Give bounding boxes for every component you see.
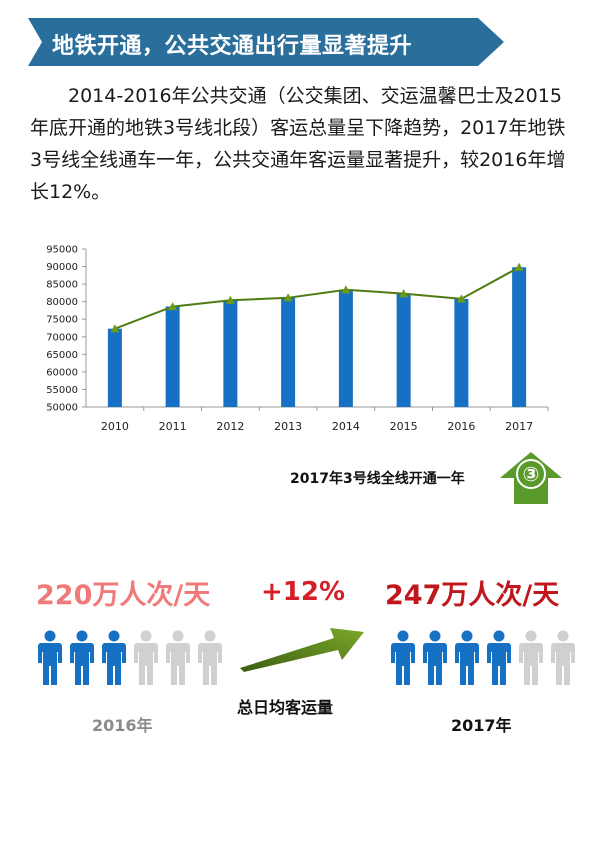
trend-marker-2015 — [399, 289, 409, 298]
person-icon-filled — [422, 630, 448, 690]
annotation-label: 2017年3号线全线开通一年 — [290, 471, 465, 487]
y-tick-label: 70000 — [46, 332, 78, 343]
y-tick-label: 90000 — [46, 262, 78, 273]
bar-2015 — [396, 293, 411, 407]
x-tick-label: 2014 — [332, 420, 360, 433]
x-tick-label: 2013 — [274, 420, 302, 433]
person-icon-empty — [550, 630, 576, 690]
bar-2012 — [223, 300, 238, 407]
person-icon-empty — [133, 630, 159, 690]
badge-number: ③ — [523, 462, 540, 486]
people-icons-2017 — [390, 630, 576, 690]
intro-paragraph: 2014-2016年公共交通（公交集团、交运温馨巴士及2015年底开通的地铁3号… — [30, 85, 566, 203]
trend-line-series — [110, 262, 524, 333]
person-icon-empty — [165, 630, 191, 690]
bar-2014 — [338, 289, 353, 407]
trend-marker-2013 — [283, 293, 293, 302]
person-icon-filled — [69, 630, 95, 690]
bar-2017 — [512, 267, 527, 407]
daily-ridership-2016: 220万人次/天 — [36, 580, 211, 611]
person-icon-filled — [454, 630, 480, 690]
trend-marker-2016 — [456, 294, 466, 303]
year-label-2016: 2016年 — [92, 716, 153, 735]
y-tick-label: 75000 — [46, 315, 78, 326]
y-tick-label: 55000 — [46, 385, 78, 396]
trend-marker-2010 — [110, 324, 120, 333]
x-tick-label: 2016 — [447, 420, 475, 433]
up-arrow-badge: ③ — [500, 452, 562, 504]
x-tick-label: 2015 — [390, 420, 418, 433]
x-tick-label: 2012 — [216, 420, 244, 433]
x-tick-label: 2017 — [505, 420, 533, 433]
bar-2013 — [281, 297, 296, 407]
people-icons-2016 — [37, 630, 223, 690]
x-tick-label: 2011 — [159, 420, 187, 433]
x-axis: 2010 2011 2012 2013 2014 2015 2016 2017 — [86, 406, 549, 433]
growth-percentage: +12% — [261, 577, 346, 607]
bar-2016 — [454, 298, 469, 407]
bar-2011 — [165, 306, 180, 407]
y-axis: 95000 90000 85000 80000 75000 70000 65000 60000… — [46, 245, 87, 414]
trend-marker-2017 — [514, 262, 524, 271]
y-tick-label: 85000 — [46, 280, 78, 291]
y-tick-label: 60000 — [46, 367, 78, 378]
trend-marker-2014 — [341, 285, 351, 294]
y-tick-label: 50000 — [46, 403, 78, 414]
trend-marker-2012 — [225, 295, 235, 304]
metric-label: 总日均客运量 — [237, 698, 334, 717]
section-title: 地铁开通，公共交通出行量显著提升 — [52, 34, 413, 59]
person-icon-empty — [518, 630, 544, 690]
section-banner: 地铁开通，公共交通出行量显著提升 — [28, 18, 504, 66]
person-icon-filled — [390, 630, 416, 690]
trend-line — [114, 266, 520, 330]
person-icon-filled — [37, 630, 63, 690]
bar-series — [107, 267, 527, 407]
person-icon-filled — [101, 630, 127, 690]
x-tick-label: 2010 — [101, 420, 129, 433]
year-label-2017: 2017年 — [451, 716, 512, 735]
person-icon-empty — [197, 630, 223, 690]
bar-2010 — [107, 328, 122, 407]
trend-marker-2011 — [168, 302, 178, 311]
ridership-chart: 95000 90000 85000 80000 75000 70000 65000 60000… — [46, 245, 549, 433]
daily-ridership-2017: 247万人次/天 — [385, 580, 560, 611]
banner-arrow-shape — [28, 18, 504, 66]
growth-arrow-icon — [240, 628, 364, 672]
y-tick-label: 80000 — [46, 297, 78, 308]
y-tick-label: 95000 — [46, 245, 78, 256]
person-icon-filled — [486, 630, 512, 690]
y-tick-label: 65000 — [46, 350, 78, 361]
